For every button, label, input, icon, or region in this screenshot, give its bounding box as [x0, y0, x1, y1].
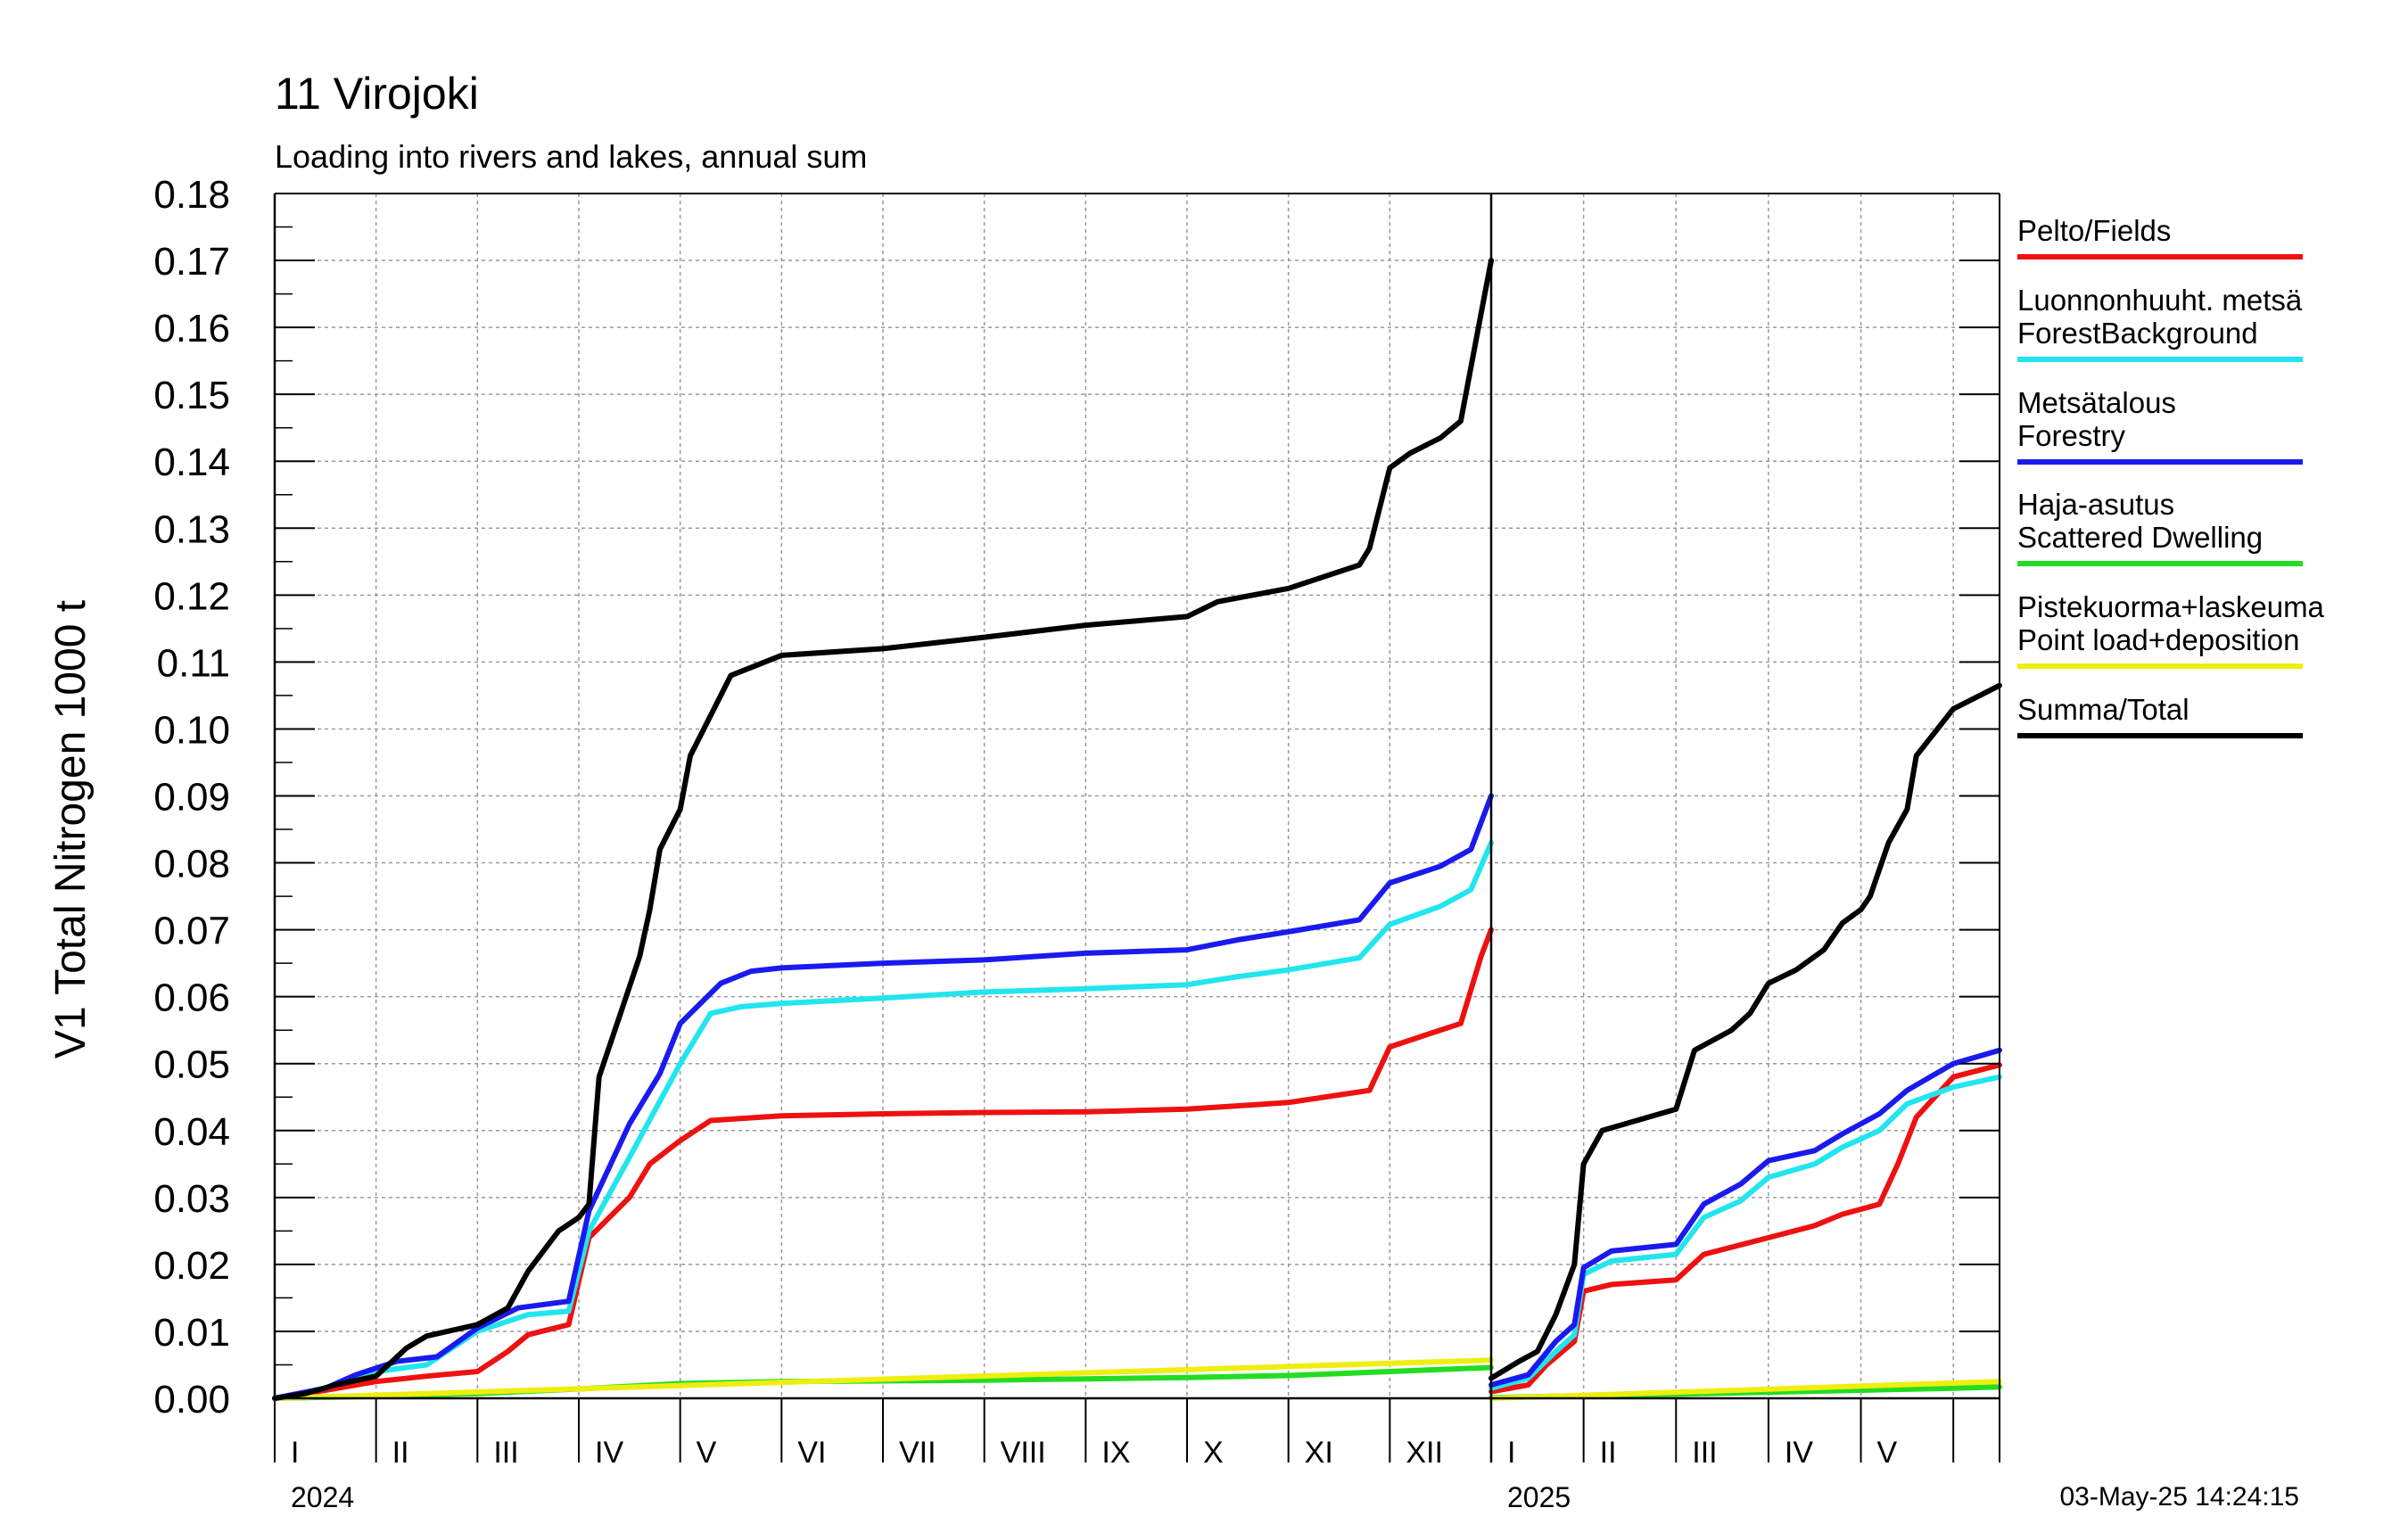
- x-tick-label: III: [1692, 1436, 1717, 1470]
- series-1: [272, 840, 2002, 1401]
- series-5: [272, 258, 2002, 1401]
- y-tick-label: 0.03: [153, 1177, 230, 1221]
- timestamp: 03-May-25 14:24:15: [2059, 1482, 2299, 1512]
- y-tick-label: 0.14: [153, 441, 230, 484]
- x-tick-label: II: [392, 1436, 409, 1470]
- y-tick-label: 0.12: [153, 574, 230, 618]
- series-line: [1489, 1047, 2002, 1388]
- y-tick-label: 0.01: [153, 1311, 230, 1355]
- x-tick-label: IX: [1101, 1436, 1130, 1470]
- series-line: [1489, 1062, 2002, 1395]
- plot-frame: [273, 193, 2000, 1462]
- y-tick-label: 0.13: [153, 507, 230, 551]
- x-tick-label: II: [1600, 1436, 1617, 1470]
- series-0: [272, 927, 2002, 1401]
- y-tick-label: 0.09: [153, 776, 230, 820]
- y-tick-label: 0.07: [153, 910, 230, 953]
- series-line: [1489, 682, 2002, 1381]
- legend-label: Scattered Dwelling: [2017, 521, 2263, 554]
- x-tick-label: IV: [1785, 1436, 1813, 1470]
- x-tick-label: III: [493, 1436, 518, 1470]
- x-tick-label: XI: [1305, 1436, 1333, 1470]
- chart-title: 11 Virojoki: [275, 69, 479, 119]
- series-line: [1489, 1074, 2002, 1391]
- x-tick-label: VIII: [1001, 1436, 1046, 1470]
- series-line: [272, 1357, 1494, 1401]
- x-tick-label: I: [1507, 1436, 1515, 1470]
- x-tick-label: V: [1877, 1436, 1898, 1470]
- y-tick-label: 0.10: [153, 708, 230, 752]
- y-axis-label: V1 Total Nitrogen 1000 t: [47, 600, 95, 1059]
- y-tick-label: 0.06: [153, 976, 230, 1020]
- legend-label: Metsätalous: [2017, 386, 2176, 419]
- series-line: [1489, 1379, 2002, 1401]
- y-tick-label: 0.16: [153, 307, 230, 350]
- legend-item: Pelto/Fields: [2017, 214, 2303, 260]
- y-tick-label: 0.15: [153, 374, 230, 417]
- legend-label: Pelto/Fields: [2017, 214, 2171, 247]
- y-tick-label: 0.17: [153, 240, 230, 284]
- y-axis: 0.00 0.01 0.02 0.03 0.04 0.05 0.06 0.07 0.08 0.09…: [153, 173, 2000, 1421]
- y-tick-label: 0.04: [153, 1110, 230, 1154]
- series-2: [272, 793, 2002, 1401]
- x-tick-label: VI: [797, 1436, 826, 1470]
- legend-item: Summa/Total: [2017, 693, 2303, 738]
- series-line: [272, 793, 1494, 1401]
- legend-label: Luonnonhuuht. metsä: [2017, 284, 2303, 317]
- chart-subtitle: Loading into rivers and lakes, annual su…: [275, 138, 867, 175]
- y-tick-label: 0.11: [157, 641, 230, 685]
- x-tick-label: X: [1203, 1436, 1224, 1470]
- x-tick-label: XII: [1406, 1436, 1443, 1470]
- x-tick-label: VII: [899, 1436, 936, 1470]
- grid: [275, 194, 2000, 1398]
- legend-label: Summa/Total: [2017, 693, 2189, 726]
- legend-label: Forestry: [2017, 419, 2126, 452]
- legend: Pelto/Fields Luonnonhuuht. metsäForestBac…: [2017, 214, 2325, 738]
- legend-label: ForestBackground: [2017, 317, 2258, 350]
- y-tick-label: 0.08: [153, 843, 230, 886]
- y-tick-label: 0.18: [153, 173, 230, 217]
- year-label: 2025: [1507, 1481, 1571, 1513]
- legend-label: Haja-asutus: [2017, 488, 2174, 521]
- year-label: 2024: [291, 1481, 354, 1513]
- legend-label: Pistekuorma+laskeuma: [2017, 590, 2325, 623]
- x-tick-label: V: [697, 1436, 717, 1470]
- series-layer: [272, 258, 2002, 1401]
- y-tick-label: 0.02: [153, 1244, 230, 1288]
- x-tick-label: I: [291, 1436, 299, 1470]
- series-line: [272, 258, 1494, 1401]
- series-line: [272, 927, 1494, 1401]
- y-tick-label: 0.05: [153, 1043, 230, 1087]
- y-tick-label: 0.00: [153, 1378, 230, 1421]
- series-4: [272, 1357, 2002, 1401]
- legend-label: Point load+deposition: [2017, 623, 2300, 656]
- x-tick-label: IV: [595, 1436, 623, 1470]
